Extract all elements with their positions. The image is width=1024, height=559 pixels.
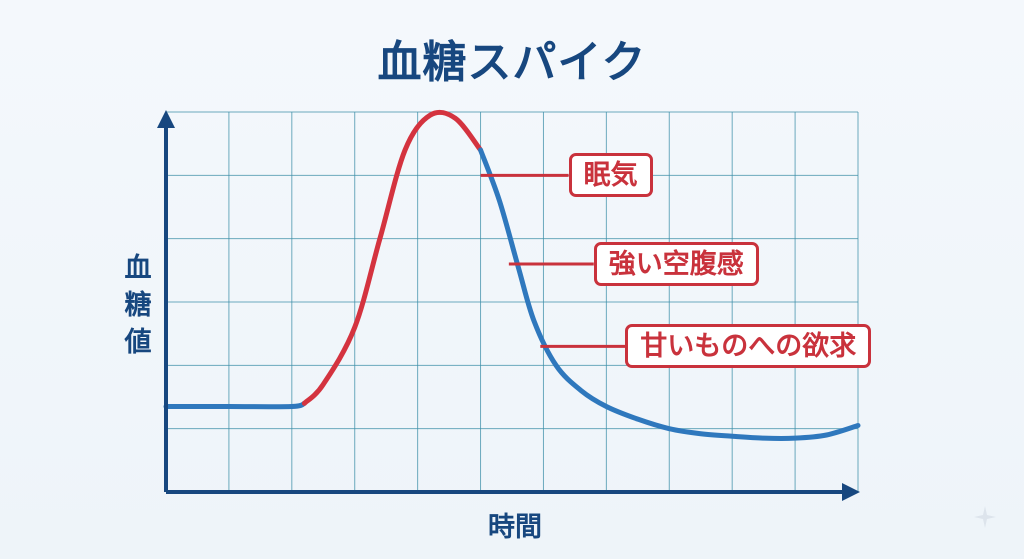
y-axis-label-char: 血 [124,253,152,284]
y-axis-label-char: 糖 [124,290,152,321]
annotation-label: 甘いものへの欲求 [625,324,872,369]
x-axis-label: 時間 [488,512,542,543]
y-axis-arrow-icon [157,110,175,128]
annotation-label: 強い空腹感 [593,242,759,286]
curve-segment-2 [478,147,861,441]
blood-sugar-curve [163,109,861,441]
x-axis-arrow-icon [842,483,860,501]
grid-lines [166,111,859,492]
annotation-leaders [480,173,626,348]
curve-segment-0 [163,400,307,410]
annotation-label: 眠気 [568,153,653,198]
y-axis-label-char: 値 [124,327,152,358]
sparkle-icon [974,506,996,528]
chart-title: 血糖スパイク [377,37,647,88]
curve-segment-1 [301,109,484,406]
chart-axes [157,110,860,501]
